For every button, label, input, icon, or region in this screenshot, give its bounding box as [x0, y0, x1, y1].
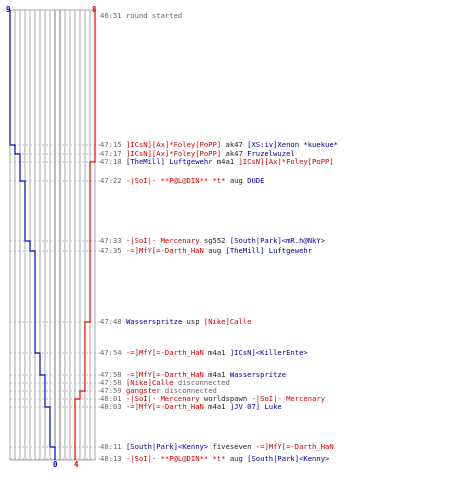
event-text: usp — [182, 317, 204, 326]
event-text: DUDE — [247, 176, 265, 185]
event-text: -=]MfY[=-Darth_HaN — [255, 442, 334, 451]
event-text: Wasserspritze — [229, 370, 287, 379]
event-text: [South|Park]<mR.h@NkY> — [229, 236, 326, 245]
event-time: 47:33 — [100, 236, 126, 245]
event-text: aug — [203, 246, 226, 255]
event-row: 48:11 [South|Park]<Kenny> fiveseven -=]M… — [100, 442, 334, 451]
event-time: 47:35 — [100, 246, 126, 255]
blue-team-end-count: 0 — [53, 460, 58, 469]
event-row: 47:15 ]ICsN][Ax]*Foley[PoPP] ak47 [XS:iv… — [100, 140, 338, 149]
event-text: -=]MfY[=-Darth_HaN — [125, 402, 204, 411]
event-text: [Nike]Calle — [203, 317, 252, 326]
event-text: ak47 — [221, 149, 248, 158]
event-row: 46:51 round started — [100, 11, 182, 20]
event-text: [South|Park]<Kenny> — [125, 442, 209, 451]
event-text: -=]MfY[=-Darth_HaN — [125, 348, 204, 357]
event-text: -|SoI|- **P@L@DIN** *t* — [125, 176, 226, 185]
event-text: [Nike]Calle — [125, 378, 174, 387]
event-text: disconnected — [160, 386, 217, 395]
event-text: ]ICsN]<KillerEnte> — [229, 348, 308, 357]
event-text: -=]MfY[=-Darth_HaN — [125, 246, 204, 255]
event-time: 46:51 — [100, 11, 126, 20]
event-time: 47:58 — [100, 370, 126, 379]
event-row: 48:01 -|SoI|- Mercenary worldspawn -|SoI… — [100, 394, 325, 403]
event-row: 47:18 [TheMill] Luftgewehr m4a1 ]ICsN][A… — [100, 157, 334, 166]
event-time: 48:13 — [100, 454, 126, 463]
event-row: 47:33 -|SoI|- Mercenary sg552 [South|Par… — [100, 236, 325, 245]
event-text: sg552 — [199, 236, 230, 245]
event-text: m4a1 — [203, 402, 230, 411]
event-row: 47:58 -=]MfY[=-Darth_HaN m4a1 Wasserspri… — [100, 370, 286, 379]
event-row: 47:22 -|SoI|- **P@L@DIN** *t* aug DUDE — [100, 176, 264, 185]
event-text: ]ICsN][Ax]*Foley[PoPP] — [125, 149, 222, 158]
event-row: 47:35 -=]MfY[=-Darth_HaN aug [TheMill] L… — [100, 246, 312, 255]
event-text: gangster — [125, 386, 161, 395]
event-row: 48:03 -=]MfY[=-Darth_HaN m4a1 ]JV 07] Lu… — [100, 402, 282, 411]
red-team-start-count: 8 — [92, 5, 97, 14]
event-text: m4a1 — [203, 348, 230, 357]
event-text: fiveseven — [208, 442, 256, 451]
event-text: Wasserspritze — [125, 317, 183, 326]
event-text: m4a1 — [203, 370, 230, 379]
event-row: 47:17 ]ICsN][Ax]*Foley[PoPP] ak47 Fruzel… — [100, 149, 295, 158]
event-time: 48:01 — [100, 394, 126, 403]
blue-team-line — [9, 10, 56, 460]
event-text: round started — [125, 11, 183, 20]
event-text: [XS:iv]Xenon *kuekue* — [247, 140, 339, 149]
event-text: ]ICsN][Ax]*Foley[PoPP] — [125, 140, 222, 149]
event-row: 47:48 Wasserspritze usp [Nike]Calle — [100, 317, 251, 326]
event-text: ]JV 07] Luke — [229, 402, 282, 411]
event-time: 47:59 — [100, 386, 126, 395]
event-time: 47:58 — [100, 378, 126, 387]
event-row: 47:58 [Nike]Calle disconnected — [100, 378, 230, 387]
event-text: -|SoI|- Mercenary — [125, 236, 200, 245]
event-text: m4a1 — [212, 157, 239, 166]
event-text: -|SoI|- Mercenary — [125, 394, 200, 403]
event-time: 48:03 — [100, 402, 126, 411]
event-row: 47:59 gangster disconnected — [100, 386, 217, 395]
red-team-line — [74, 10, 96, 460]
event-time: 47:18 — [100, 157, 126, 166]
event-text: Fruzelwuzel — [247, 149, 295, 158]
event-text: -=]MfY[=-Darth_HaN — [125, 370, 204, 379]
event-text: aug — [225, 454, 248, 463]
event-time: 47:17 — [100, 149, 126, 158]
blue-team-start-count: 9 — [6, 5, 11, 14]
event-text: worldspawn — [199, 394, 252, 403]
event-text: [South|Park]<Kenny> — [247, 454, 330, 463]
red-team-end-count: 4 — [74, 460, 79, 469]
event-time: 47:54 — [100, 348, 126, 357]
event-text: ak47 — [221, 140, 248, 149]
player-count-graph — [9, 9, 100, 461]
event-text: disconnected — [173, 378, 230, 387]
event-text: [TheMill] Luftgewehr — [225, 246, 313, 255]
event-text: -|SoI|- **P@L@DIN** *t* — [125, 454, 226, 463]
event-time: 47:48 — [100, 317, 126, 326]
event-time: 47:22 — [100, 176, 126, 185]
event-row: 47:54 -=]MfY[=-Darth_HaN m4a1 ]ICsN]<Kil… — [100, 348, 308, 357]
event-row: 48:13 -|SoI|- **P@L@DIN** *t* aug [South… — [100, 454, 329, 463]
event-text: aug — [225, 176, 248, 185]
event-time: 48:11 — [100, 442, 126, 451]
event-text: [TheMill] Luftgewehr — [125, 157, 213, 166]
event-time: 47:15 — [100, 140, 126, 149]
event-text: -|SoI|- Mercenary — [251, 394, 326, 403]
event-text: ]ICsN][Ax]*Foley[PoPP] — [238, 157, 334, 166]
